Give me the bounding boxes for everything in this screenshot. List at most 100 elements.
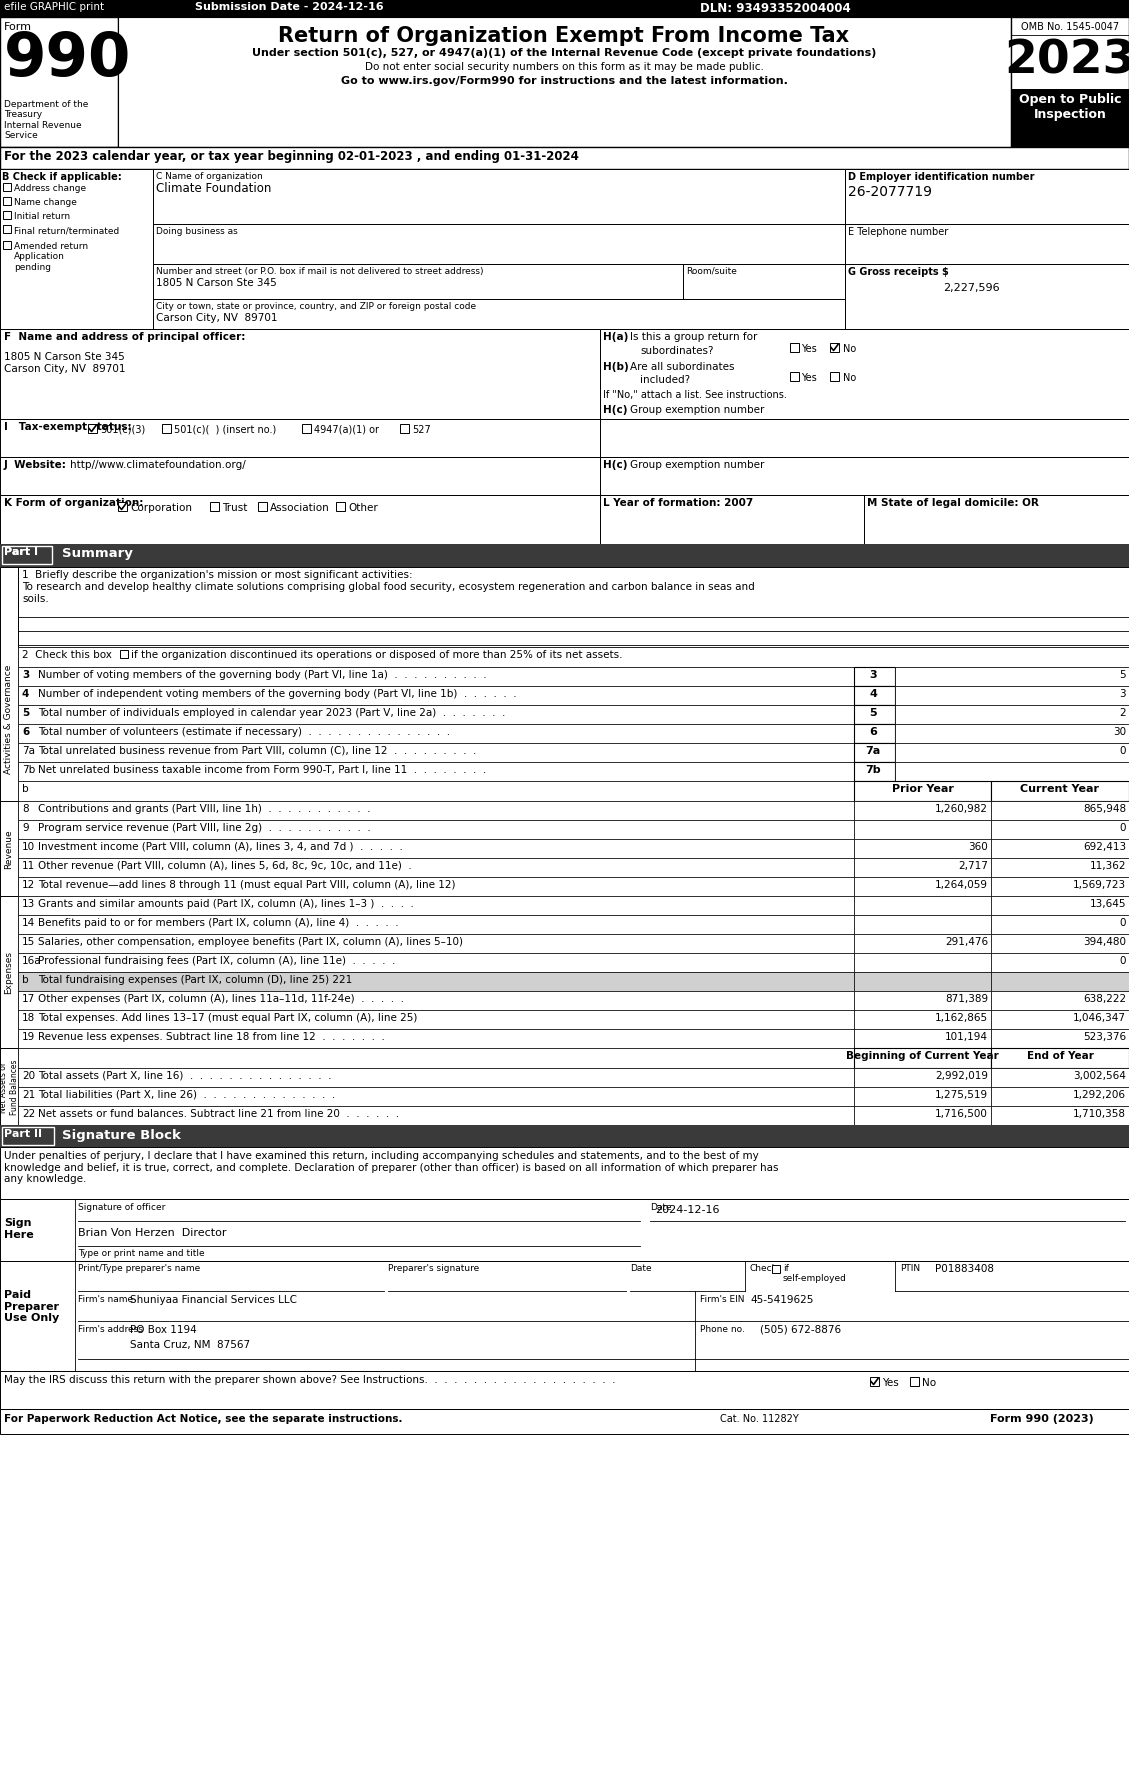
Text: No: No: [922, 1377, 936, 1386]
Bar: [0, 495, 599, 545]
Text: Corporation: Corporation: [130, 503, 192, 513]
Text: 12: 12: [21, 880, 35, 889]
Bar: [3, 242, 11, 249]
Text: Form: Form: [5, 21, 32, 32]
Bar: [854, 1010, 991, 1030]
Bar: [0, 18, 1129, 148]
Text: No: No: [843, 344, 856, 355]
Text: Signature of officer: Signature of officer: [78, 1203, 165, 1212]
Text: 14: 14: [21, 918, 35, 927]
Text: b: b: [21, 975, 28, 984]
Bar: [895, 706, 1129, 725]
Text: Current Year: Current Year: [1021, 784, 1100, 793]
Text: Amended return
Application
pending: Amended return Application pending: [14, 242, 88, 271]
Text: 865,948: 865,948: [1083, 804, 1126, 814]
Bar: [683, 266, 844, 299]
Bar: [0, 1262, 1129, 1370]
Text: 7b: 7b: [865, 764, 881, 775]
Bar: [2, 547, 52, 565]
Text: 6: 6: [869, 727, 877, 736]
Bar: [18, 1087, 854, 1107]
Text: 2023: 2023: [1005, 37, 1129, 84]
Text: 2,717: 2,717: [959, 861, 988, 871]
Bar: [772, 1265, 780, 1274]
Text: 7a: 7a: [865, 745, 881, 756]
Text: 1,569,723: 1,569,723: [1073, 880, 1126, 889]
Bar: [18, 647, 1129, 668]
Bar: [991, 877, 1129, 896]
Text: I   Tax-exempt status:: I Tax-exempt status:: [5, 422, 132, 431]
Bar: [991, 1107, 1129, 1126]
Text: included?: included?: [640, 374, 690, 385]
Text: Check: Check: [750, 1263, 778, 1272]
Text: Group exemption number: Group exemption number: [630, 460, 764, 470]
Text: 11,362: 11,362: [1089, 861, 1126, 871]
Bar: [854, 668, 895, 686]
Bar: [18, 706, 854, 725]
Text: Climate Foundation: Climate Foundation: [156, 182, 271, 194]
Text: Is this a group return for: Is this a group return for: [630, 331, 758, 342]
Text: M State of legal domicile: OR: M State of legal domicile: OR: [867, 497, 1039, 508]
Text: 638,222: 638,222: [1083, 993, 1126, 1003]
Text: G Gross receipts $: G Gross receipts $: [848, 267, 948, 276]
Text: Total assets (Part X, line 16)  .  .  .  .  .  .  .  .  .  .  .  .  .  .  .: Total assets (Part X, line 16) . . . . .…: [38, 1071, 332, 1080]
Bar: [854, 859, 991, 877]
Text: Carson City, NV  89701: Carson City, NV 89701: [156, 314, 278, 323]
Text: Activities & Governance: Activities & Governance: [5, 665, 14, 773]
Text: 990: 990: [5, 30, 131, 89]
Bar: [120, 650, 128, 659]
Text: Other: Other: [348, 503, 378, 513]
Text: 45-5419625: 45-5419625: [750, 1294, 813, 1304]
Text: subordinates?: subordinates?: [640, 346, 714, 356]
Bar: [0, 18, 119, 148]
Text: 1,162,865: 1,162,865: [935, 1012, 988, 1023]
Text: 30: 30: [1113, 727, 1126, 736]
Bar: [1010, 89, 1129, 148]
Text: Carson City, NV  89701: Carson City, NV 89701: [5, 364, 125, 374]
Bar: [18, 782, 854, 802]
Text: Investment income (Part VIII, column (A), lines 3, 4, and 7d )  .  .  .  .  .: Investment income (Part VIII, column (A)…: [38, 841, 403, 852]
Bar: [3, 226, 11, 233]
Text: D Employer identification number: D Employer identification number: [848, 171, 1034, 182]
Bar: [400, 424, 409, 433]
Text: 6: 6: [21, 727, 29, 736]
Text: Other revenue (Part VIII, column (A), lines 5, 6d, 8c, 9c, 10c, and 11e)  .: Other revenue (Part VIII, column (A), li…: [38, 861, 412, 871]
Text: Association: Association: [270, 503, 330, 513]
Bar: [854, 896, 991, 916]
Text: End of Year: End of Year: [1026, 1050, 1094, 1060]
Text: 3: 3: [1119, 688, 1126, 699]
Text: 7b: 7b: [21, 764, 35, 775]
Text: 394,480: 394,480: [1083, 937, 1126, 946]
Text: Net Assets or
Fund Balances: Net Assets or Fund Balances: [0, 1059, 19, 1114]
Text: Number of independent voting members of the governing body (Part VI, line 1b)  .: Number of independent voting members of …: [38, 688, 517, 699]
Bar: [870, 1377, 879, 1386]
Text: 1,716,500: 1,716,500: [935, 1108, 988, 1119]
Bar: [854, 782, 991, 802]
Text: H(c): H(c): [603, 405, 628, 415]
Text: soils.: soils.: [21, 593, 49, 604]
Text: 501(c)(3): 501(c)(3): [100, 424, 146, 435]
Bar: [18, 991, 854, 1010]
Text: PO Box 1194: PO Box 1194: [130, 1324, 196, 1335]
Bar: [18, 1010, 854, 1030]
Text: b: b: [21, 784, 28, 793]
Bar: [830, 372, 839, 381]
Text: 19: 19: [21, 1032, 35, 1041]
Text: Total number of volunteers (estimate if necessary)  .  .  .  .  .  .  .  .  .  .: Total number of volunteers (estimate if …: [38, 727, 450, 736]
Bar: [991, 1010, 1129, 1030]
Text: 4947(a)(1) or: 4947(a)(1) or: [314, 424, 379, 435]
Text: For Paperwork Reduction Act Notice, see the separate instructions.: For Paperwork Reduction Act Notice, see …: [5, 1413, 403, 1424]
Text: Brian Von Herzen  Director: Brian Von Herzen Director: [78, 1228, 227, 1237]
Text: 5: 5: [869, 707, 877, 718]
Text: May the IRS discuss this return with the preparer shown above? See Instructions.: May the IRS discuss this return with the…: [5, 1374, 615, 1385]
Text: Other expenses (Part IX, column (A), lines 11a–11d, 11f-24e)  .  .  .  .  .: Other expenses (Part IX, column (A), lin…: [38, 993, 404, 1003]
Text: City or town, state or province, country, and ZIP or foreign postal code: City or town, state or province, country…: [156, 301, 476, 310]
Text: 2: 2: [1119, 707, 1126, 718]
Text: Yes: Yes: [882, 1377, 899, 1386]
Text: 1,292,206: 1,292,206: [1073, 1089, 1126, 1099]
Text: Revenue: Revenue: [5, 829, 14, 870]
Text: 5: 5: [21, 707, 29, 718]
Text: 22: 22: [21, 1108, 35, 1119]
Text: Signature Block: Signature Block: [62, 1128, 181, 1140]
Text: Firm's EIN: Firm's EIN: [700, 1294, 744, 1303]
